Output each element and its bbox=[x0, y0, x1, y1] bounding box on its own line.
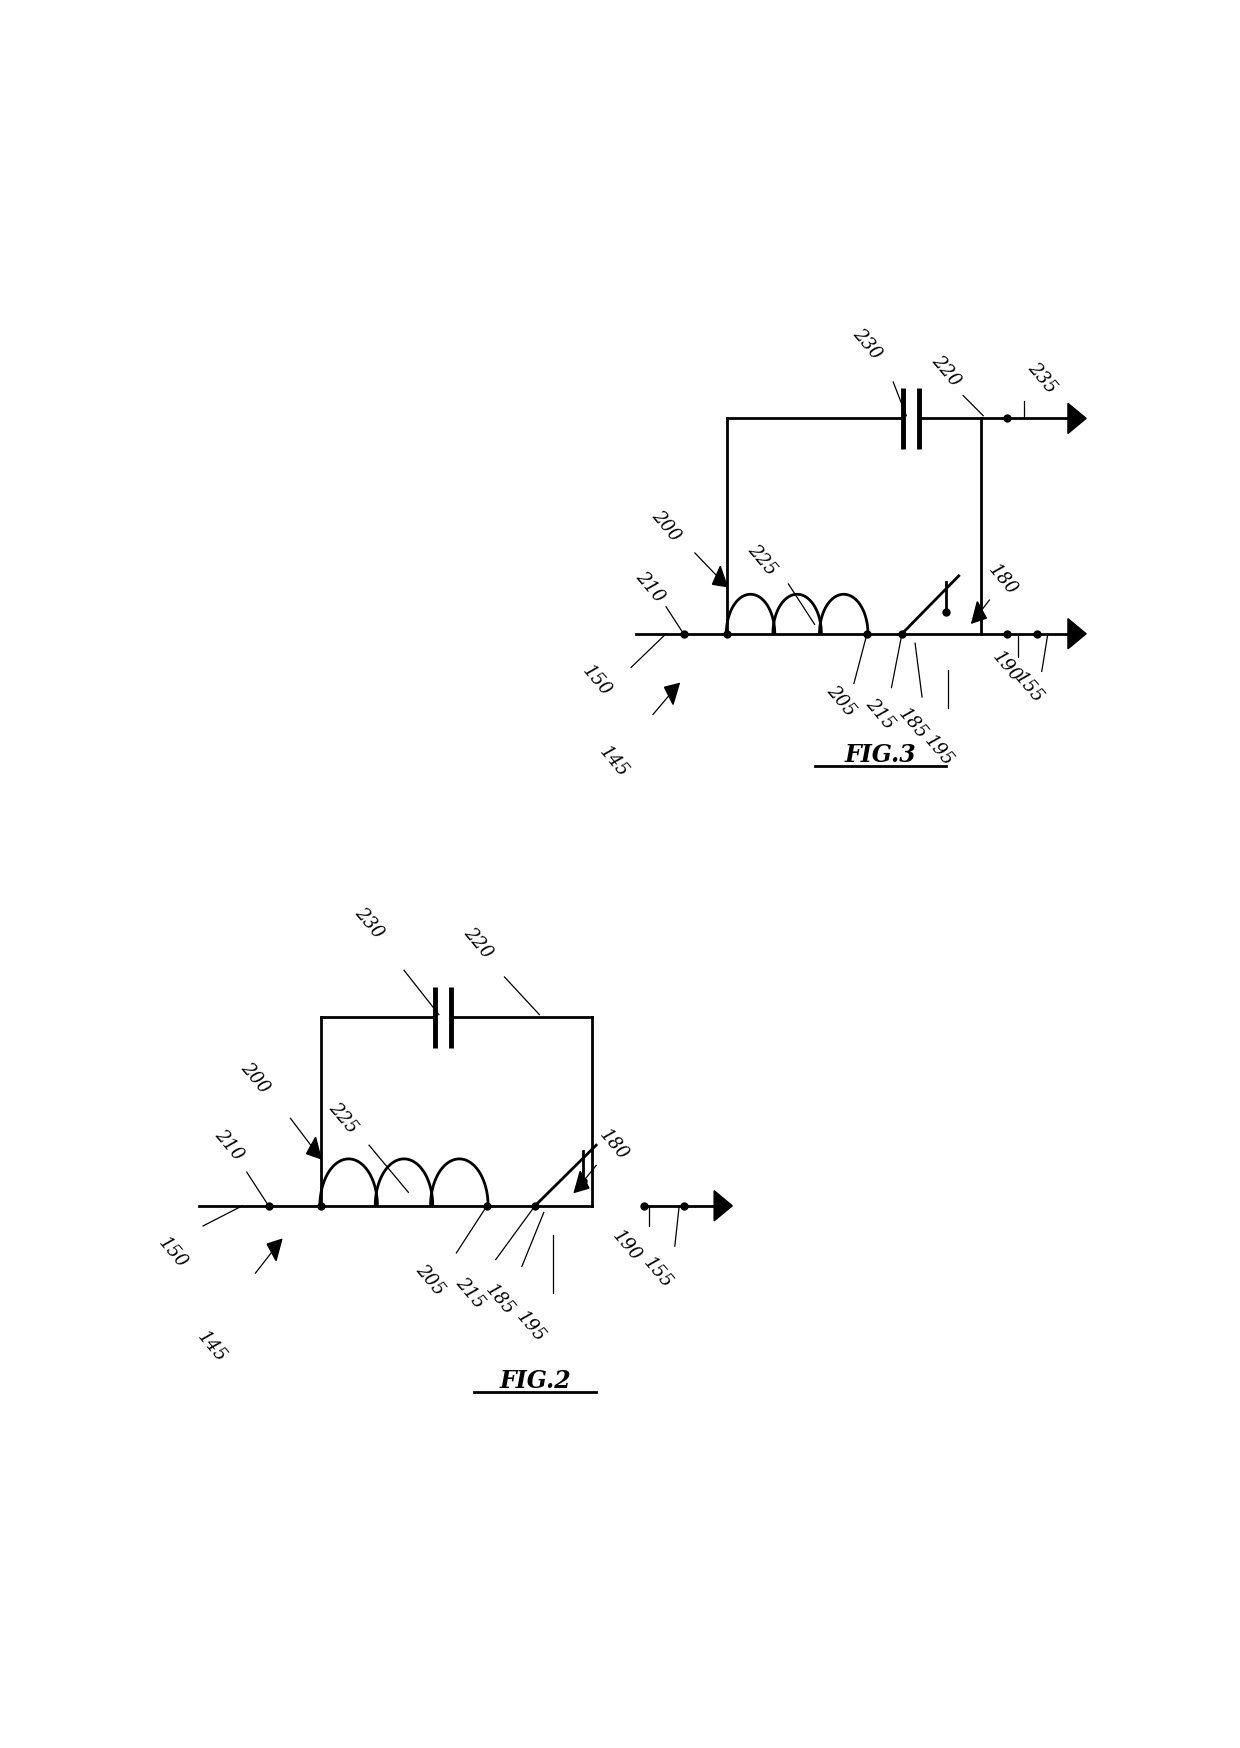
Text: 210: 210 bbox=[632, 568, 668, 605]
Text: 210: 210 bbox=[211, 1126, 247, 1164]
Polygon shape bbox=[713, 566, 727, 587]
Text: FIG.2: FIG.2 bbox=[500, 1369, 570, 1393]
Text: 215: 215 bbox=[451, 1274, 487, 1313]
Text: 195: 195 bbox=[920, 732, 956, 769]
Text: 225: 225 bbox=[744, 540, 780, 579]
Text: 230: 230 bbox=[351, 904, 387, 942]
Polygon shape bbox=[665, 683, 680, 704]
Text: 145: 145 bbox=[595, 743, 631, 781]
Polygon shape bbox=[306, 1138, 321, 1159]
Polygon shape bbox=[574, 1171, 589, 1192]
Text: 205: 205 bbox=[823, 682, 859, 720]
Text: 225: 225 bbox=[325, 1099, 361, 1138]
Text: 190: 190 bbox=[988, 649, 1024, 687]
Text: 145: 145 bbox=[193, 1328, 229, 1367]
Text: 200: 200 bbox=[649, 507, 684, 545]
Polygon shape bbox=[972, 601, 986, 622]
Text: 155: 155 bbox=[640, 1253, 676, 1292]
Text: 180: 180 bbox=[985, 561, 1021, 600]
Text: 195: 195 bbox=[512, 1308, 548, 1346]
Text: 180: 180 bbox=[595, 1126, 631, 1164]
Text: 215: 215 bbox=[862, 696, 898, 734]
Text: 220: 220 bbox=[460, 925, 496, 963]
Polygon shape bbox=[267, 1239, 281, 1260]
Text: 190: 190 bbox=[609, 1227, 645, 1266]
Polygon shape bbox=[1068, 404, 1086, 434]
Text: 185: 185 bbox=[894, 704, 930, 743]
Text: FIG.3: FIG.3 bbox=[844, 743, 916, 767]
Polygon shape bbox=[714, 1190, 733, 1220]
Text: 200: 200 bbox=[238, 1059, 274, 1098]
Text: 205: 205 bbox=[412, 1260, 448, 1299]
Polygon shape bbox=[1068, 619, 1086, 649]
Text: 235: 235 bbox=[1024, 358, 1060, 397]
Text: 230: 230 bbox=[849, 325, 885, 364]
Text: 185: 185 bbox=[482, 1281, 518, 1320]
Text: 220: 220 bbox=[928, 353, 963, 390]
Text: 150: 150 bbox=[155, 1234, 191, 1273]
Text: 155: 155 bbox=[1011, 668, 1047, 706]
Text: 150: 150 bbox=[578, 662, 614, 699]
